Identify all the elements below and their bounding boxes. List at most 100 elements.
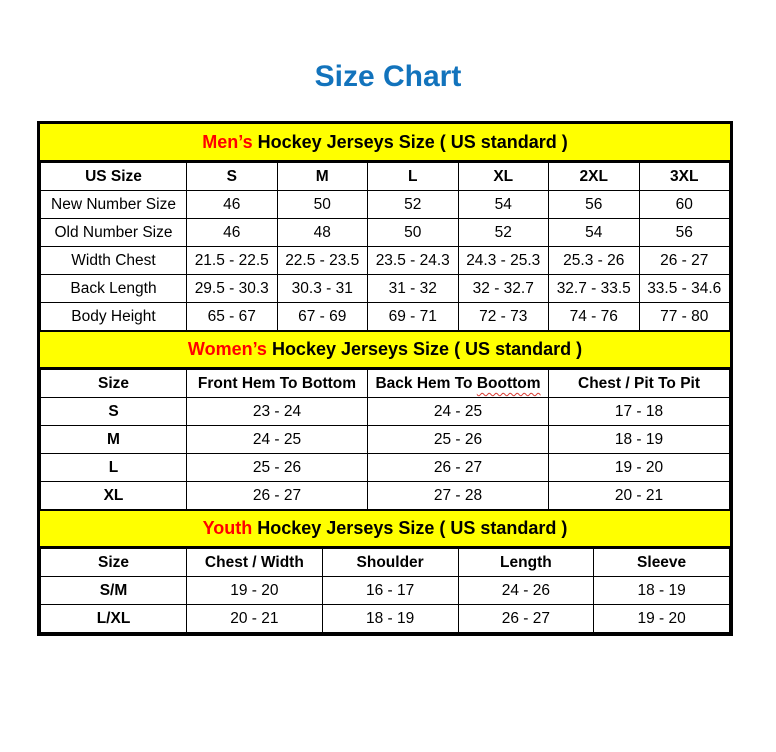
womens-table-cell: 19 - 20 bbox=[548, 453, 730, 482]
mens-table-cell: 54 bbox=[548, 218, 640, 247]
mens-row-label: Body Height bbox=[40, 302, 187, 331]
womens-section-banner: Women’s Hockey Jerseys Size ( US standar… bbox=[40, 331, 730, 369]
youth-row-label: S/M bbox=[40, 576, 187, 605]
mens-table-cell: 60 bbox=[638, 190, 730, 219]
mens-table-cell: 30.3 - 31 bbox=[276, 274, 368, 303]
size-chart-table: Men’s Hockey Jerseys Size ( US standard … bbox=[37, 121, 733, 636]
womens-table-row: L 25 - 26 26 - 27 19 - 20 bbox=[40, 453, 730, 482]
womens-table-cell: 20 - 21 bbox=[548, 481, 730, 510]
youth-row-label: L/XL bbox=[40, 604, 187, 633]
womens-column-header: Chest / Pit To Pit bbox=[548, 369, 730, 398]
mens-table-cell: 56 bbox=[638, 218, 730, 247]
youth-column-header: Chest / Width bbox=[186, 548, 323, 577]
womens-row-label: M bbox=[40, 425, 187, 454]
youth-column-header: Sleeve bbox=[593, 548, 730, 577]
youth-column-header: Size bbox=[40, 548, 187, 577]
mens-row-label: Width Chest bbox=[40, 246, 187, 275]
womens-row-label: S bbox=[40, 397, 187, 426]
youth-table-cell: 18 - 19 bbox=[321, 604, 459, 633]
womens-banner-text: Hockey Jerseys Size ( US standard ) bbox=[266, 339, 583, 359]
womens-table-cell: 24 - 25 bbox=[367, 397, 549, 426]
youth-table-cell: 20 - 21 bbox=[186, 604, 323, 633]
mens-table-cell: 54 bbox=[457, 190, 549, 219]
mens-table-cell: 25.3 - 26 bbox=[548, 246, 640, 275]
mens-table-row: New Number Size 46 50 52 54 56 60 bbox=[40, 190, 730, 219]
mens-header-row: US Size S M L XL 2XL 3XL bbox=[40, 162, 730, 191]
youth-table-cell: 19 - 20 bbox=[186, 576, 323, 605]
womens-table-row: XL 26 - 27 27 - 28 20 - 21 bbox=[40, 481, 730, 510]
womens-table-cell: 26 - 27 bbox=[367, 453, 549, 482]
mens-column-header: L bbox=[367, 162, 459, 191]
misspelled-word: Boottom bbox=[476, 374, 541, 392]
womens-table-row: S 23 - 24 24 - 25 17 - 18 bbox=[40, 397, 730, 426]
mens-table-cell: 74 - 76 bbox=[548, 302, 640, 331]
womens-table-cell: 24 - 25 bbox=[186, 425, 368, 454]
mens-table-cell: 50 bbox=[367, 218, 459, 247]
youth-table-cell: 19 - 20 bbox=[593, 604, 730, 633]
page: Size Chart Men’s Hockey Jerseys Size ( U… bbox=[0, 60, 776, 636]
mens-column-header: 3XL bbox=[638, 162, 730, 191]
mens-table-cell: 50 bbox=[276, 190, 368, 219]
womens-table-row: M 24 - 25 25 - 26 18 - 19 bbox=[40, 425, 730, 454]
youth-section-banner: Youth Hockey Jerseys Size ( US standard … bbox=[40, 510, 730, 548]
mens-table-cell: 52 bbox=[457, 218, 549, 247]
mens-table-cell: 46 bbox=[186, 190, 278, 219]
mens-table-cell: 26 - 27 bbox=[638, 246, 730, 275]
mens-table-cell: 65 - 67 bbox=[186, 302, 278, 331]
mens-column-header: 2XL bbox=[548, 162, 640, 191]
mens-table-cell: 72 - 73 bbox=[457, 302, 549, 331]
page-title: Size Chart bbox=[314, 60, 462, 93]
mens-table-row: Width Chest 21.5 - 22.5 22.5 - 23.5 23.5 - … bbox=[40, 246, 730, 275]
youth-table-cell: 18 - 19 bbox=[593, 576, 730, 605]
youth-size-table: Size Chest / Width Shoulder Length Sleeve S/M… bbox=[40, 548, 730, 633]
youth-header-row: Size Chest / Width Shoulder Length Sleeve bbox=[40, 548, 730, 577]
mens-table-cell: 52 bbox=[367, 190, 459, 219]
mens-column-header: XL bbox=[457, 162, 549, 191]
womens-header-row: Size Front Hem To Bottom Back Hem To Boott… bbox=[40, 369, 730, 398]
womens-column-header: Front Hem To Bottom bbox=[186, 369, 368, 398]
mens-banner-highlight: Men’s bbox=[202, 131, 253, 152]
mens-table-cell: 32 - 32.7 bbox=[457, 274, 549, 303]
mens-table-cell: 69 - 71 bbox=[367, 302, 459, 331]
mens-table-cell: 33.5 - 34.6 bbox=[638, 274, 730, 303]
mens-table-row: Back Length 29.5 - 30.3 30.3 - 31 31 - 32 32… bbox=[40, 274, 730, 303]
mens-row-label: New Number Size bbox=[40, 190, 187, 219]
womens-table-cell: 26 - 27 bbox=[186, 481, 368, 510]
womens-row-label: XL bbox=[40, 481, 187, 510]
youth-column-header: Shoulder bbox=[321, 548, 459, 577]
womens-table-cell: 25 - 26 bbox=[367, 425, 549, 454]
womens-table-cell: 17 - 18 bbox=[548, 397, 730, 426]
mens-table-cell: 23.5 - 24.3 bbox=[367, 246, 459, 275]
mens-table-cell: 29.5 - 30.3 bbox=[186, 274, 278, 303]
mens-table-row: Body Height 65 - 67 67 - 69 69 - 71 72 - 73 7… bbox=[40, 302, 730, 331]
youth-banner-highlight: Youth bbox=[202, 518, 253, 538]
mens-table-cell: 24.3 - 25.3 bbox=[457, 246, 549, 275]
mens-table-cell: 56 bbox=[548, 190, 640, 219]
mens-column-header: S bbox=[186, 162, 278, 191]
womens-table-cell: 27 - 28 bbox=[367, 481, 549, 510]
youth-table-cell: 16 - 17 bbox=[321, 576, 459, 605]
womens-table-cell: 25 - 26 bbox=[186, 453, 368, 482]
mens-table-cell: 48 bbox=[276, 218, 368, 247]
youth-table-cell: 26 - 27 bbox=[457, 604, 595, 633]
mens-column-header: US Size bbox=[40, 162, 187, 191]
womens-table-cell: 18 - 19 bbox=[548, 425, 730, 454]
youth-table-cell: 24 - 26 bbox=[457, 576, 595, 605]
mens-table-cell: 32.7 - 33.5 bbox=[548, 274, 640, 303]
youth-banner-text: Hockey Jerseys Size ( US standard ) bbox=[252, 518, 568, 538]
mens-section-banner: Men’s Hockey Jerseys Size ( US standard … bbox=[40, 124, 730, 162]
mens-table-cell: 21.5 - 22.5 bbox=[186, 246, 278, 275]
mens-table-cell: 77 - 80 bbox=[638, 302, 730, 331]
mens-table-cell: 46 bbox=[186, 218, 278, 247]
mens-table-cell: 67 - 69 bbox=[276, 302, 368, 331]
mens-row-label: Back Length bbox=[40, 274, 187, 303]
mens-size-table: US Size S M L XL 2XL 3XL New Number Size 46 50 52 5… bbox=[40, 162, 730, 331]
youth-table-row: L/XL 20 - 21 18 - 19 26 - 27 19 - 20 bbox=[40, 604, 730, 633]
youth-table-row: S/M 19 - 20 16 - 17 24 - 26 18 - 19 bbox=[40, 576, 730, 605]
mens-banner-text: Hockey Jerseys Size ( US standard ) bbox=[252, 131, 568, 152]
mens-table-cell: 22.5 - 23.5 bbox=[276, 246, 368, 275]
mens-table-cell: 31 - 32 bbox=[367, 274, 459, 303]
womens-banner-highlight: Women’s bbox=[187, 339, 267, 359]
womens-row-label: L bbox=[40, 453, 187, 482]
mens-row-label: Old Number Size bbox=[40, 218, 187, 247]
